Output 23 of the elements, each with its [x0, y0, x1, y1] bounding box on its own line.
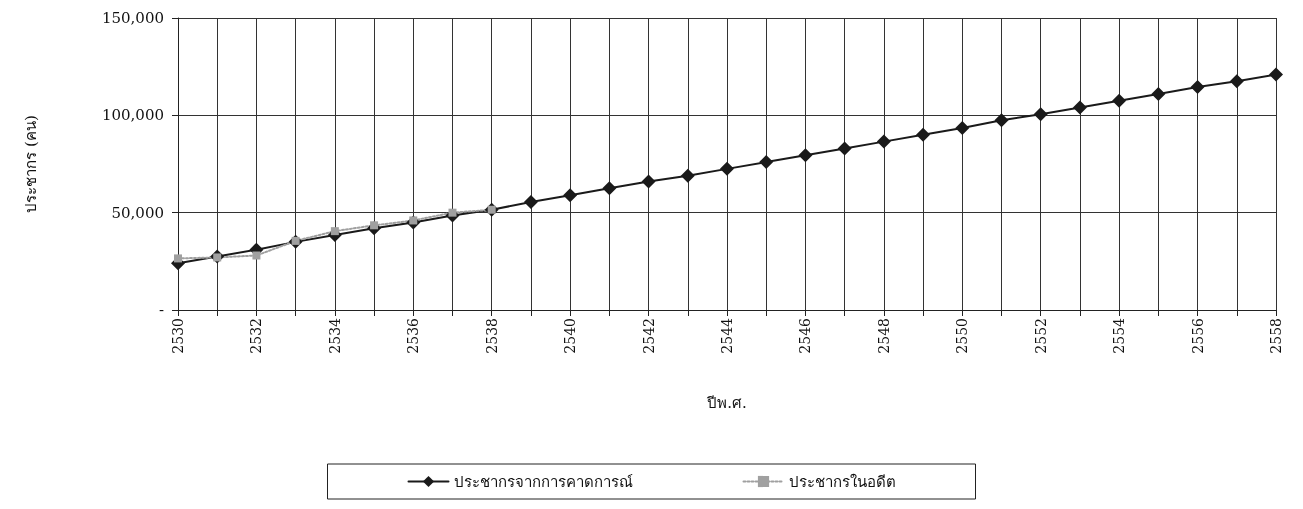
x-tick-label: 2544: [719, 317, 735, 354]
x-tick-label: 2542: [640, 318, 657, 354]
x-tick-label: 2546: [797, 317, 814, 354]
x-axis-title: ปีพ.ศ.: [706, 393, 747, 412]
x-tick-label: 2540: [562, 318, 579, 354]
y-tick-label: 50,000: [111, 203, 164, 222]
x-tick-label: 2558: [1268, 318, 1284, 354]
x-tick-label: 2538: [483, 318, 500, 354]
x-tick-label: 2536: [405, 317, 422, 354]
x-tick-label: 2532: [248, 318, 265, 354]
x-tick-label: 2556: [1189, 317, 1206, 354]
x-tick-label: 2548: [875, 318, 892, 354]
y-tick-label: -: [158, 301, 164, 319]
legend-label: ประชากรจากการคาดการณ์: [453, 472, 633, 491]
x-tick-label: 2552: [1032, 318, 1049, 354]
x-tick-label: 2530: [170, 318, 186, 354]
legend-label: ประชากรในอดีต: [788, 472, 896, 491]
x-tick-label: 2550: [954, 318, 971, 354]
y-tick-label: 100,000: [101, 106, 164, 125]
x-tick-label: 2554: [1111, 317, 1128, 354]
x-tick-label: 2534: [326, 317, 343, 354]
y-axis-title: ประชากร (คน): [21, 115, 40, 213]
y-tick-label: 150,000: [101, 9, 164, 27]
